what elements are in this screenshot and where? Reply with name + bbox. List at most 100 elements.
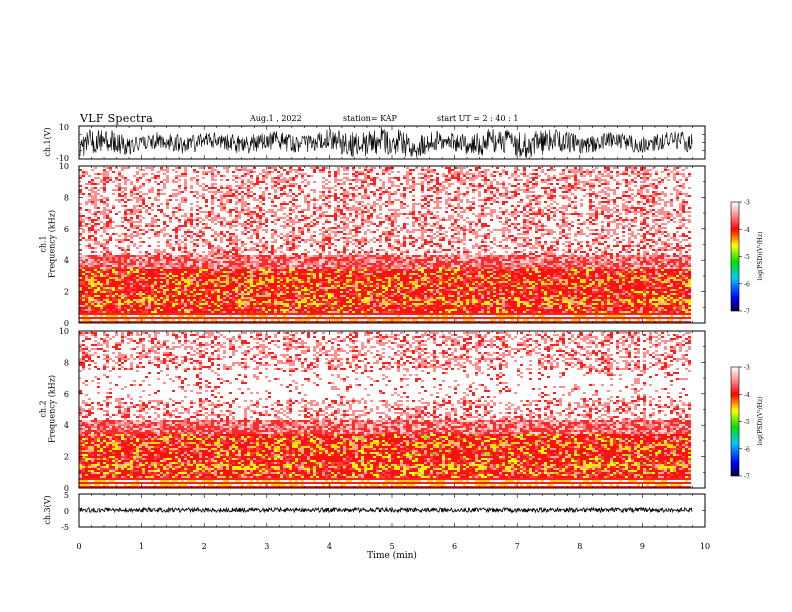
spectrogram-cell — [400, 307, 403, 309]
spectrogram-cell — [538, 313, 541, 315]
spectrogram-cell — [301, 303, 304, 305]
spectrogram-cell — [202, 311, 205, 313]
spectrogram-cell — [175, 305, 178, 307]
spectrogram-cell — [574, 307, 577, 309]
spectrogram-cell — [304, 315, 307, 317]
spectrogram-cell — [409, 311, 412, 313]
spectrogram-cell — [346, 315, 349, 317]
spectrogram-cell — [367, 309, 370, 311]
spectrogram-cell — [208, 309, 211, 311]
spectrogram-cell — [598, 307, 601, 309]
spectrogram-cell — [430, 305, 433, 307]
spectrogram-cell — [439, 319, 442, 321]
spectrogram-cell — [286, 313, 289, 315]
spectrogram-cell — [208, 315, 211, 317]
spectrogram-cell — [340, 309, 343, 311]
spectrogram-cell — [199, 311, 202, 313]
spectrogram-cell — [223, 319, 226, 321]
spectrogram-cell — [175, 311, 178, 313]
spectrogram-cell — [259, 305, 262, 307]
spectrogram-cell — [328, 313, 331, 315]
spectrogram-cell — [577, 317, 580, 319]
spectrogram-cell — [322, 303, 325, 305]
spectrogram-cell — [277, 305, 280, 307]
spectrogram-cell — [382, 315, 385, 317]
spectrogram-cell — [349, 317, 352, 319]
spectrogram-cell — [463, 305, 466, 307]
spectrogram-cell — [307, 311, 310, 313]
spectrogram-cell — [622, 311, 625, 313]
spectrogram-cell — [124, 311, 127, 313]
spectrogram-cell — [118, 319, 121, 321]
spectrogram-cell — [505, 313, 508, 315]
spectrogram-cell — [619, 319, 622, 321]
spectrogram-cell — [556, 315, 559, 317]
spectrogram-cell — [676, 313, 679, 315]
spectrogram-cell — [316, 317, 319, 319]
spectrogram-cell — [643, 311, 646, 313]
spectrogram-cell — [385, 313, 388, 315]
spectrogram-cell — [94, 309, 97, 311]
spectrogram-cell — [637, 313, 640, 315]
spectrogram-cell — [514, 305, 517, 307]
spectrogram-cell — [472, 319, 475, 321]
spectrogram-cell — [82, 311, 85, 313]
spectrogram-cell — [490, 311, 493, 313]
spectrogram-cell — [655, 317, 658, 319]
spectrogram-cell — [310, 317, 313, 319]
spectrogram-cell — [322, 315, 325, 317]
spectrogram-cell — [244, 303, 247, 305]
spectrogram-cell — [172, 313, 175, 315]
spectrogram-cell — [289, 303, 292, 305]
spectrogram-cell — [181, 317, 184, 319]
spectrogram-cell — [367, 311, 370, 313]
spectrogram-cell — [352, 313, 355, 315]
spectrogram-cell — [295, 305, 298, 307]
spectrogram-cell — [178, 315, 181, 317]
spectrogram-cell — [613, 319, 616, 321]
spectrogram-cell — [538, 309, 541, 311]
spectrogram-cell — [229, 315, 232, 317]
spectrogram-cell — [295, 309, 298, 311]
spectrogram-cell — [253, 311, 256, 313]
spectrogram-cell — [586, 317, 589, 319]
spectrogram-cell — [502, 317, 505, 319]
spectrogram-cell — [454, 307, 457, 309]
spectrogram-cell — [271, 307, 274, 309]
spectrogram-cell — [292, 317, 295, 319]
spectrogram-cell — [562, 311, 565, 313]
spectrogram-cell — [406, 313, 409, 315]
spectrogram-cell — [406, 317, 409, 319]
spectrogram-cell — [397, 303, 400, 305]
spectrogram-cell — [583, 311, 586, 313]
spectrogram-cell — [346, 307, 349, 309]
spectrogram-cell — [643, 307, 646, 309]
spectrogram-cell — [526, 311, 529, 313]
spectrogram-cell — [457, 305, 460, 307]
spectrogram-cell — [667, 305, 670, 307]
spectrogram-cell — [274, 309, 277, 311]
spectrogram-cell — [166, 315, 169, 317]
spectrogram-cell — [478, 319, 481, 321]
spectrogram-cell — [112, 315, 115, 317]
spectrogram-cell — [505, 303, 508, 305]
spectrogram-cell — [664, 305, 667, 307]
spectrogram-cell — [268, 319, 271, 321]
spectrogram-cell — [646, 315, 649, 317]
spectrogram-cell — [88, 305, 91, 307]
spectrogram-cell — [565, 311, 568, 313]
spectrogram-cell — [556, 311, 559, 313]
spectrogram-cell — [307, 313, 310, 315]
spectrogram-cell — [304, 313, 307, 315]
spectrogram-cell — [325, 309, 328, 311]
spectrogram-cell — [481, 311, 484, 313]
spectrogram-cell — [184, 317, 187, 319]
spectrogram-cell — [304, 317, 307, 319]
spectrogram-cell — [445, 305, 448, 307]
spectrogram-cell — [97, 307, 100, 309]
spectrogram-cell — [154, 313, 157, 315]
spectrogram-cell — [253, 313, 256, 315]
spectrogram-cell — [193, 313, 196, 315]
spectrogram-cell — [394, 311, 397, 313]
spectrogram-cell — [490, 313, 493, 315]
